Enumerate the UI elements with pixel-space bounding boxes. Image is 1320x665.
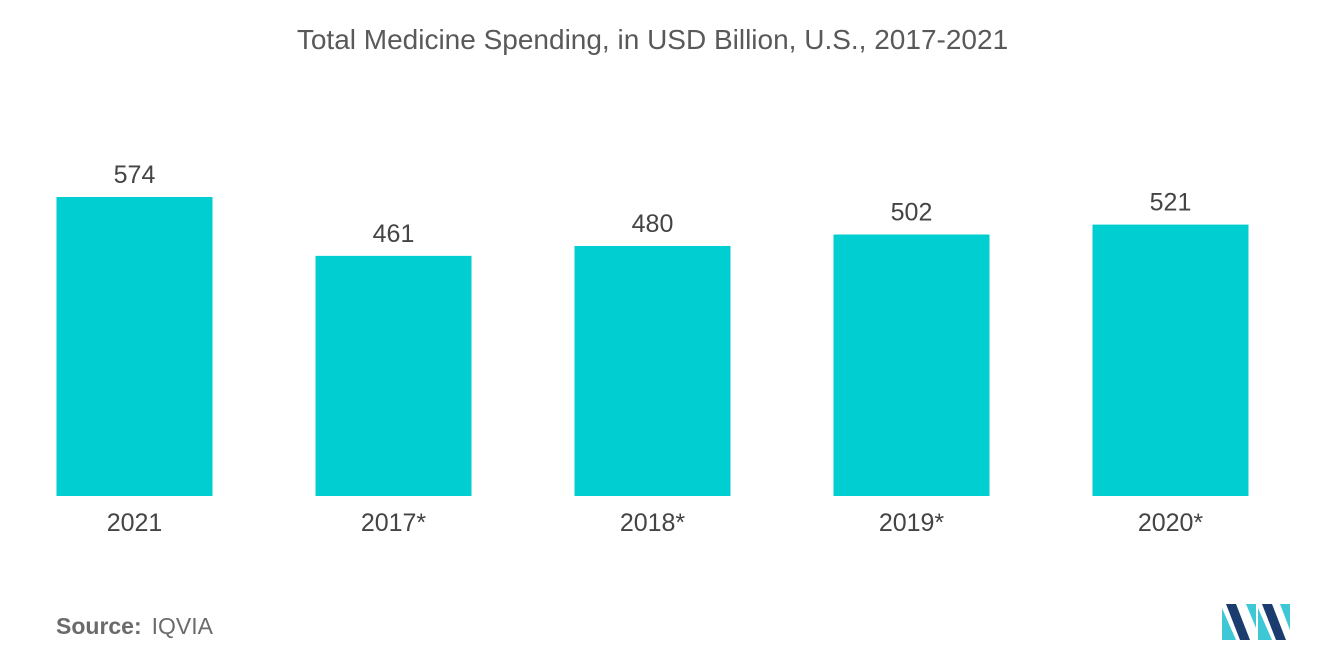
- category-label-1: 2017*: [361, 509, 427, 537]
- source-value: IQVIA: [151, 613, 213, 639]
- source-note: Source: IQVIA: [56, 613, 213, 640]
- bar-1: [315, 255, 472, 496]
- bar-2: [574, 245, 731, 496]
- bar-3: [833, 234, 990, 496]
- source-label: Source:: [56, 613, 142, 639]
- bar-value-label-2: 480: [632, 210, 674, 238]
- bar-value-label-0: 574: [114, 161, 156, 189]
- bar-value-label-1: 461: [373, 220, 415, 248]
- category-label-2: 2018*: [620, 509, 686, 537]
- brand-logo-icon: [1222, 604, 1290, 640]
- category-label-0: 2021: [107, 509, 163, 537]
- bar-0: [56, 197, 213, 496]
- category-label-3: 2019*: [879, 509, 945, 537]
- bar-value-label-3: 502: [891, 199, 933, 227]
- bar-4: [1092, 224, 1249, 496]
- bar-value-label-4: 521: [1150, 189, 1192, 217]
- bar-chart: 574 2021 461 2017* 480 2018* 502 2019* 521 2020*: [56, 161, 1249, 537]
- chart-title: Total Medicine Spending, in USD Billion,…: [296, 24, 1009, 55]
- category-label-4: 2020*: [1138, 509, 1204, 537]
